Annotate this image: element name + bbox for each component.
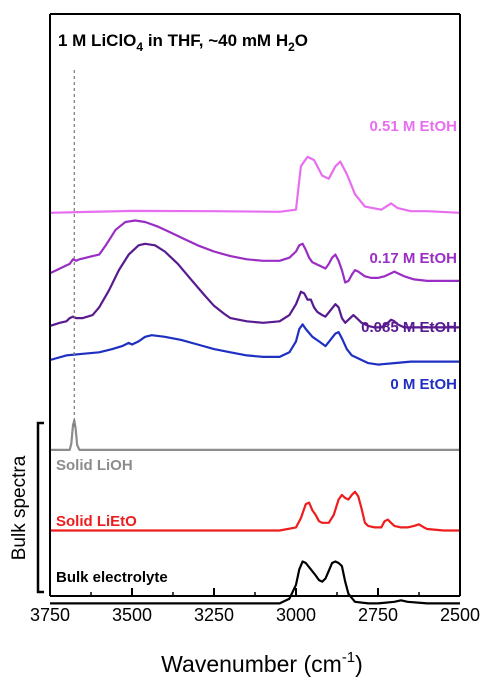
series-label-bulk-electrolyte: Bulk electrolyte bbox=[56, 569, 168, 586]
x-axis-label: Wavenumber (cm-1) bbox=[161, 649, 363, 677]
series-line-0-51-m-etoh bbox=[49, 155, 461, 214]
chart-title: 1 M LiClO4 in THF, ~40 mM H2O bbox=[58, 31, 308, 54]
chart-title-part-3: O bbox=[295, 31, 308, 50]
chart-title-part-2: in THF, ~40 mM H bbox=[143, 31, 288, 50]
x-axis-label-superscript: -1 bbox=[342, 649, 355, 666]
x-tick-label-2500: 2500 bbox=[440, 605, 480, 625]
series-layer bbox=[49, 155, 461, 605]
bulk-spectra-bracket bbox=[36, 421, 44, 594]
chart-title-subscript-2: 2 bbox=[288, 40, 295, 54]
series-label-0-m-etoh: 0 M EtOH bbox=[390, 376, 457, 393]
tick-layer: 3750 3500 3250 3000 2750 2500 bbox=[30, 588, 480, 625]
series-label-0-17-m-etoh: 0.17 M EtOH bbox=[369, 250, 457, 267]
series-line-bulk-electrolyte bbox=[50, 560, 460, 605]
series-line-solid-lioh bbox=[50, 419, 460, 451]
series-line-0-085-m-etoh bbox=[49, 242, 460, 329]
chart-title-subscript-1: 4 bbox=[136, 40, 143, 54]
series-line-0-m-etoh bbox=[49, 323, 460, 366]
x-tick-label-2750: 2750 bbox=[358, 605, 398, 625]
series-label-solid-lioh: Solid LiOH bbox=[56, 457, 133, 474]
x-tick-label-3500: 3500 bbox=[112, 605, 152, 625]
series-label-0-51-m-etoh: 0.51 M EtOH bbox=[369, 118, 457, 135]
series-line-0-17-m-etoh bbox=[49, 219, 460, 284]
x-tick-label-3750: 3750 bbox=[30, 605, 70, 625]
x-axis-label-part-1: Wavenumber (cm bbox=[161, 651, 342, 677]
series-label-0-085-m-etoh: 0.085 M EtOH bbox=[361, 319, 457, 336]
series-label-solid-lieto: Solid LiEtO bbox=[56, 513, 137, 530]
series-line-solid-lieto bbox=[50, 490, 460, 532]
bulk-spectra-label: Bulk spectra bbox=[9, 455, 30, 560]
chart-title-part-1: 1 M LiClO bbox=[58, 31, 136, 50]
x-tick-label-3000: 3000 bbox=[276, 605, 316, 625]
x-tick-label-3250: 3250 bbox=[194, 605, 234, 625]
label-layer: 0.51 M EtOH 0.17 M EtOH 0.085 M EtOH 0 M Et… bbox=[56, 118, 457, 586]
x-axis-label-part-2: ) bbox=[355, 651, 363, 677]
